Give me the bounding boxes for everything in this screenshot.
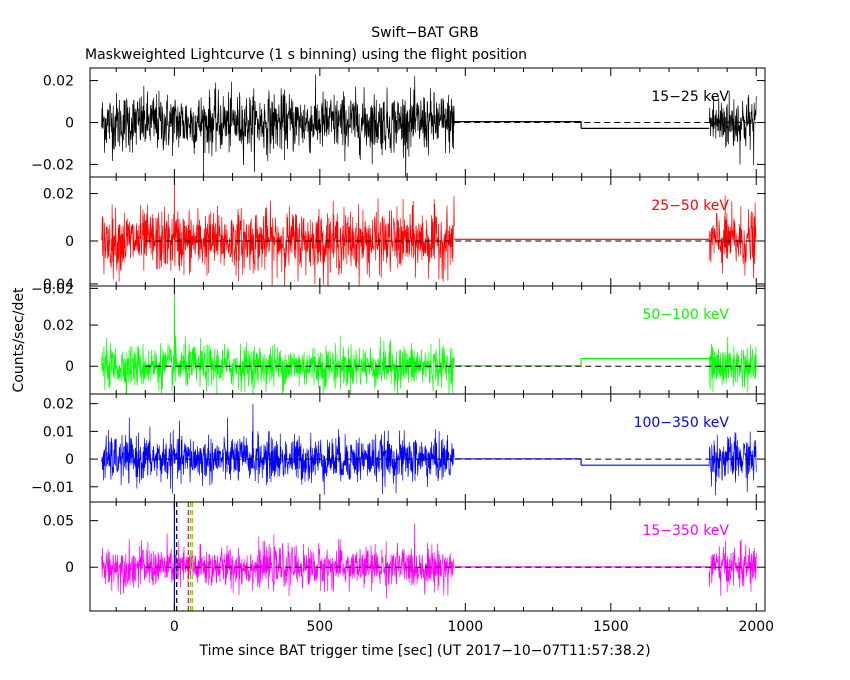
band-label: 25−50 keV <box>651 198 729 214</box>
panel-5: 0 0.05 15−350 keV <box>43 501 766 612</box>
panel-data <box>101 403 757 496</box>
panel-frame <box>89 285 766 395</box>
y-tick-label: 0.01 <box>43 424 74 440</box>
panel-data <box>101 74 757 177</box>
y-tick-label: −0.01 <box>31 480 74 496</box>
x-tick-label: 0 <box>170 619 179 635</box>
x-tick-label: 1000 <box>448 619 484 635</box>
lightcurve-series <box>708 431 757 496</box>
lightcurve-series <box>101 74 455 177</box>
y-tick-label: 0 <box>65 234 74 250</box>
y-tick-label: 0.05 <box>43 514 74 530</box>
lightcurve-series <box>101 523 455 599</box>
y-tick-label: 0 <box>65 452 74 468</box>
chart-title: Swift−BAT GRB <box>371 25 478 41</box>
panel-1: −0.02 0 0.02 15−25 keV <box>31 67 766 178</box>
panel-data <box>101 502 757 611</box>
y-tick-label: 0 <box>65 359 74 375</box>
lightcurve-series <box>708 195 757 279</box>
band-label: 15−25 keV <box>651 89 729 105</box>
y-tick-label: −0.02 <box>31 157 74 173</box>
panel-frame <box>89 501 766 612</box>
x-tick-label: 1500 <box>593 619 629 635</box>
chart-subtitle: Maskweighted Lightcurve (1 s binning) us… <box>85 47 527 63</box>
panel-4: −0.01 0 0.01 0.02 100−350 keV <box>31 393 766 503</box>
lightcurve-series <box>101 288 455 394</box>
band-label: 15−350 keV <box>642 523 729 539</box>
lightcurve-series <box>101 177 455 286</box>
lightcurve-series <box>708 539 757 596</box>
y-tick-label: 0.02 <box>43 187 74 203</box>
y-tick-label: −0.02 <box>31 281 74 297</box>
y-tick-label: 0.02 <box>43 318 74 334</box>
x-tick-label: 2000 <box>738 619 774 635</box>
lightcurve-series <box>101 403 455 495</box>
y-tick-label: 0 <box>65 560 74 576</box>
lightcurve-series <box>708 337 757 393</box>
band-label: 50−100 keV <box>642 307 729 323</box>
band-label: 100−350 keV <box>634 415 730 431</box>
y-axis-label: Counts/sec/det <box>11 287 27 392</box>
x-axis-label: Time since BAT trigger time [sec] (UT 20… <box>198 643 650 659</box>
x-tick-label: 500 <box>306 619 333 635</box>
panel-data <box>101 288 757 394</box>
panel-data <box>101 177 757 286</box>
lightcurve-series <box>708 91 757 166</box>
y-tick-label: 0 <box>65 116 74 132</box>
y-tick-label: 0.02 <box>43 397 74 413</box>
panel-3: 0 0.02 0.04 50−100 keV <box>43 277 766 395</box>
y-tick-label: 0.04 <box>43 277 74 293</box>
y-tick-label: 0.02 <box>43 74 74 90</box>
panel-2: −0.02 0 0.02 25−50 keV <box>31 176 766 297</box>
